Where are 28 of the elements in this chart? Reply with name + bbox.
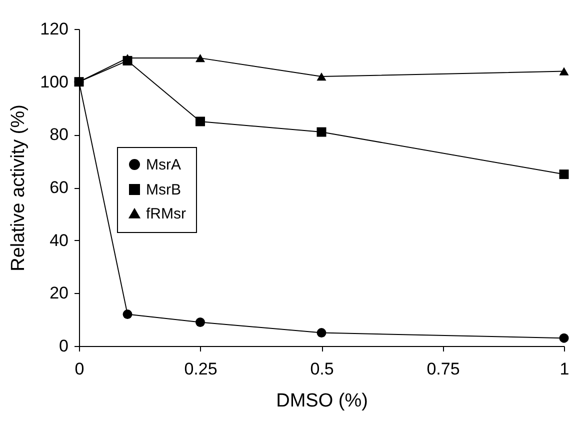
x-tick-label: 0.5 (310, 360, 334, 378)
point (316, 328, 326, 338)
legend-label: MsrA (146, 156, 181, 174)
point (559, 170, 569, 180)
point (196, 317, 205, 327)
x-tick-label: 0 (74, 360, 84, 378)
y-axis-title: Relative activity (%) (8, 104, 30, 272)
y-tick-label: 100 (40, 72, 68, 92)
x-axis-title: DMSO (%) (276, 390, 368, 412)
y-tick-label: 80 (50, 125, 68, 144)
point (559, 333, 569, 343)
point (196, 54, 205, 62)
point (122, 54, 132, 62)
y-tick-label: 60 (50, 178, 68, 197)
point (122, 310, 132, 320)
point (559, 67, 569, 76)
y-tick-label: 40 (50, 230, 68, 250)
legend-label: fRMsr (146, 206, 186, 222)
point (196, 116, 205, 126)
y-tick-label: 0 (59, 336, 68, 356)
point (316, 127, 326, 137)
x-tick-label: 0.75 (426, 360, 460, 378)
legend-label: MsrB (146, 182, 181, 198)
y-tick-label: 20 (50, 284, 68, 303)
point (316, 72, 326, 81)
x-tick-label: 1 (560, 360, 570, 378)
y-tick-label: 120 (40, 20, 68, 38)
x-tick-label: 0.25 (184, 360, 218, 378)
